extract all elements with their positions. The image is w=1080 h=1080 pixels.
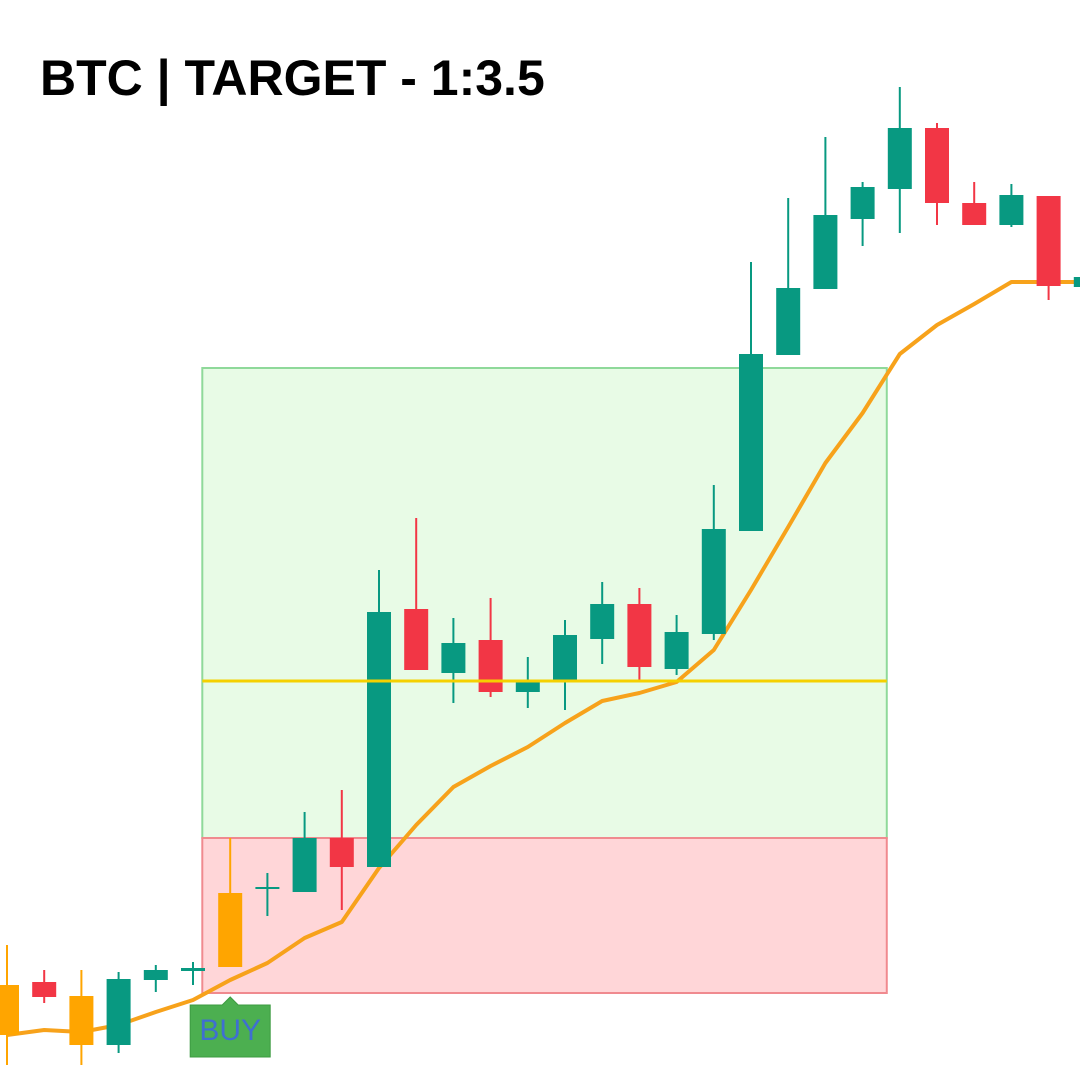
buy-label: BUY [189, 996, 271, 1058]
zone [201, 367, 888, 839]
candle-body [664, 632, 689, 669]
candle-body [106, 979, 131, 1045]
candle-body [478, 640, 503, 692]
candle-body [329, 838, 354, 867]
chart-title: BTC | TARGET - 1:3.5 [40, 50, 545, 107]
candle-body [887, 128, 912, 189]
candle-body [181, 968, 205, 971]
zone [201, 837, 888, 994]
candle-body [143, 970, 168, 980]
candle-body [701, 529, 726, 634]
moving-average [6, 280, 1080, 1037]
candle-body [69, 996, 94, 1045]
candle-body [962, 203, 987, 225]
candle-body [1036, 196, 1061, 286]
candle-body [553, 635, 577, 682]
candle-body [367, 612, 391, 867]
buy-label-box [189, 996, 271, 1058]
candle-body [739, 354, 763, 531]
buy-label-text: BUY [199, 1014, 261, 1047]
candle-body [441, 643, 466, 673]
candle-body [813, 215, 838, 289]
candle-body [1073, 277, 1080, 287]
candle-body [292, 838, 317, 892]
candle-body [850, 187, 875, 219]
candle-body [590, 604, 615, 639]
candle-body [404, 609, 429, 670]
plot: BUY [0, 87, 1080, 1065]
candle-body [776, 288, 801, 355]
candle-body [218, 893, 243, 967]
candle-body [515, 680, 540, 692]
candle-body [32, 982, 57, 997]
candle-body [0, 985, 19, 1035]
candle-body [627, 604, 652, 667]
candle-body [999, 195, 1024, 225]
candle-body [925, 128, 949, 203]
candle-body [255, 887, 280, 889]
